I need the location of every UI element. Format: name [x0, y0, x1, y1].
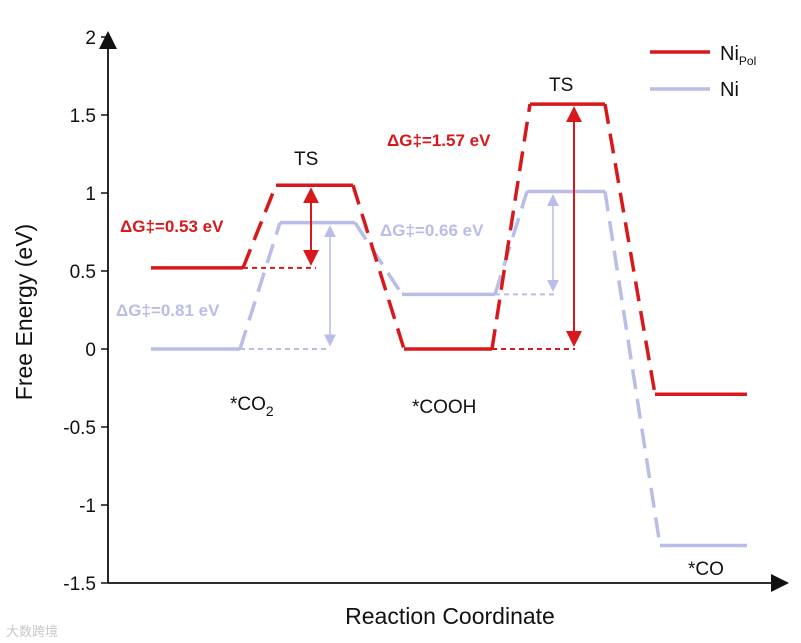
legend-label-ni: Ni — [720, 79, 739, 101]
state-label-ts2: TS — [549, 75, 573, 96]
barrier-label-nipol-1: ΔG‡=0.53 eV — [120, 217, 224, 236]
y-tick-label: 0 — [85, 340, 96, 361]
y-tick-label: 2 — [85, 28, 96, 49]
y-tick-label: 0.5 — [70, 262, 96, 283]
barrier-label-ni-1: ΔG‡=0.81 eV — [116, 301, 220, 320]
watermark: 大数跨境 — [6, 624, 58, 639]
nipol-connectors — [241, 103, 657, 395]
barrier-guides — [240, 106, 582, 350]
y-tick-label: 1.5 — [70, 106, 96, 127]
state-label-co: *CO — [688, 559, 724, 580]
ni-levels — [151, 189, 747, 548]
barrier-label-nipol-2: ΔG‡=1.57 eV — [387, 131, 491, 150]
barrier-label-ni-2: ΔG‡=0.66 eV — [380, 221, 484, 240]
nipol-levels — [151, 102, 747, 396]
series-nipol — [151, 102, 747, 396]
y-tick-label: -1.5 — [63, 574, 96, 595]
y-tick-label: -0.5 — [63, 418, 96, 439]
state-label-co2: *CO2 — [230, 394, 274, 419]
series-ni — [151, 189, 747, 548]
ni-connectors — [238, 190, 662, 546]
legend: NiPol Ni — [650, 43, 756, 101]
y-axis-title: Free Energy (eV) — [11, 224, 37, 400]
state-label-ts1: TS — [294, 149, 318, 170]
y-tick-label: 1 — [85, 184, 96, 205]
state-label-cooh: *COOH — [412, 397, 476, 418]
y-tick-label: -1 — [79, 496, 96, 517]
x-axis-title: Reaction Coordinate — [345, 603, 555, 629]
y-ticks: 2 1.5 1 0.5 0 -0.5 -1 -1.5 — [63, 28, 108, 595]
legend-label-nipol: NiPol — [720, 43, 756, 68]
